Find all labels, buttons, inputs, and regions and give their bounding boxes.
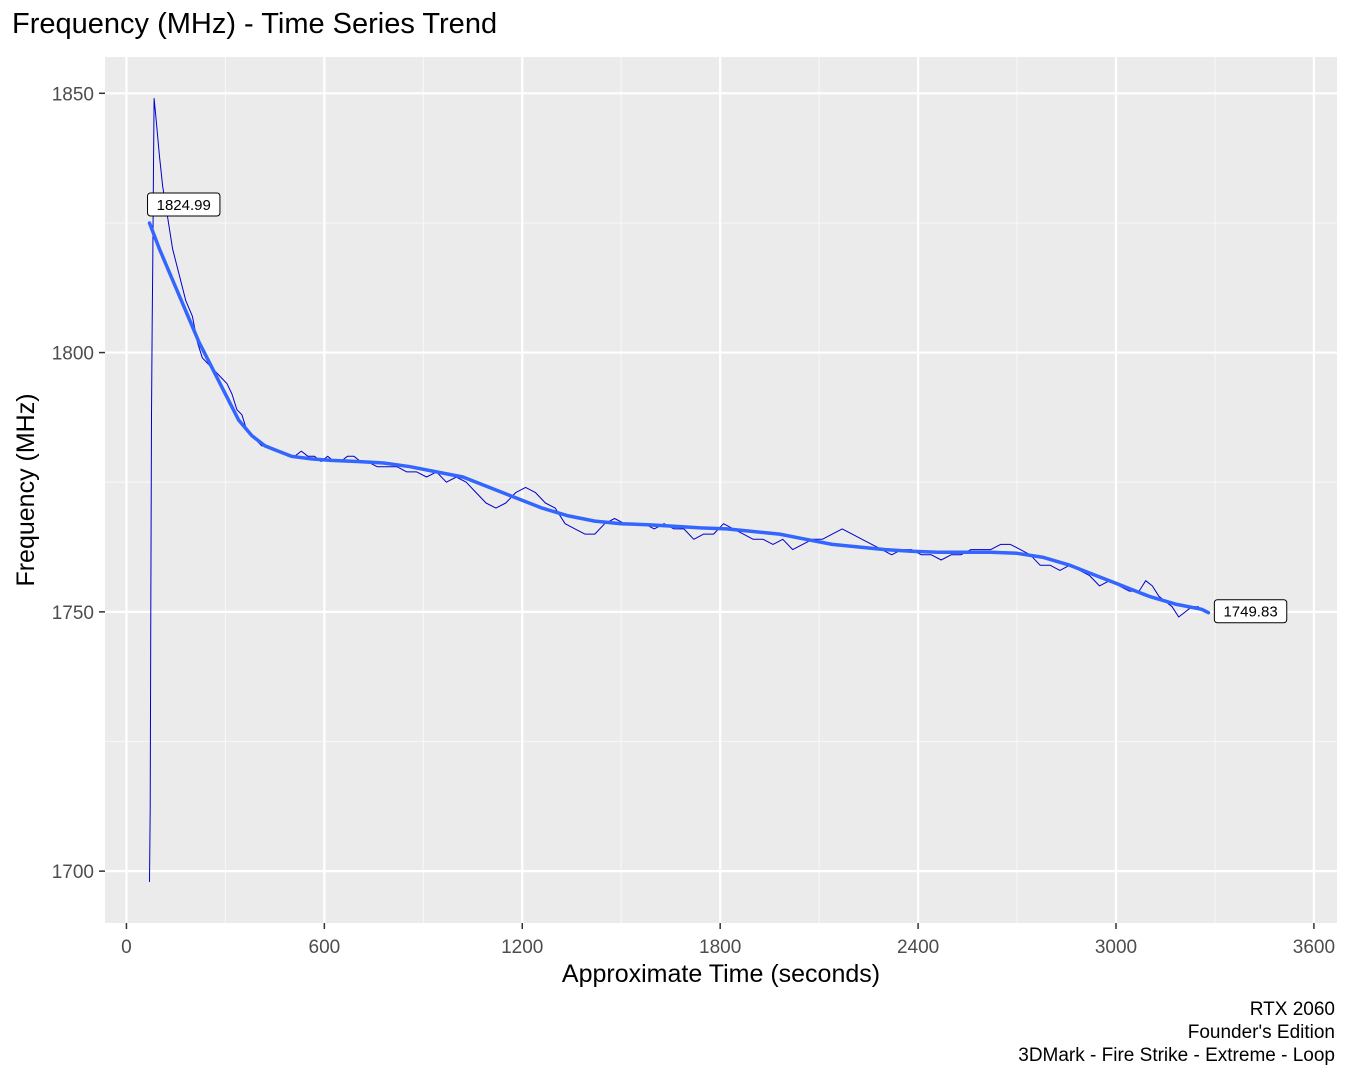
smooth-trend-line xyxy=(147,221,1211,615)
y-tick-label: 1700 xyxy=(52,862,94,883)
annotation-layer: 1824.99 1749.83 xyxy=(147,192,1288,624)
caption: RTX 2060 Founder's Edition 3DMark - Fire… xyxy=(1018,998,1335,1067)
x-axis-label: Approximate Time (seconds) xyxy=(562,960,880,988)
axis-layer: 0 600 1200 1800 2400 3000 3600 1700 1750 1800 1850 xyxy=(52,84,1335,958)
chart-title: Frequency (MHz) - Time Series Trend xyxy=(12,8,498,40)
x-tick-label: 3000 xyxy=(1095,937,1137,958)
y-tick-label: 1750 xyxy=(52,603,94,624)
grid-major xyxy=(105,57,1337,923)
x-tick-label: 0 xyxy=(121,937,132,958)
x-tick-label: 1800 xyxy=(699,937,741,958)
x-tick-label: 2400 xyxy=(897,937,939,958)
annotation-label: 1824.99 xyxy=(157,197,211,214)
raw-frequency-line xyxy=(149,98,1199,882)
annotation-box xyxy=(147,192,221,217)
x-tick-label: 3600 xyxy=(1293,937,1335,958)
x-tick-label: 1200 xyxy=(501,937,543,958)
annotation-box xyxy=(1213,599,1288,624)
y-tick-label: 1800 xyxy=(52,344,94,365)
x-tick-label: 600 xyxy=(309,937,341,958)
series-layer xyxy=(147,98,1211,882)
caption-line: 3DMark - Fire Strike - Extreme - Loop xyxy=(1018,1045,1335,1066)
annotation-label: 1749.83 xyxy=(1223,604,1277,621)
y-tick-label: 1850 xyxy=(52,84,94,105)
y-axis-label: Frequency (MHz) xyxy=(12,393,40,586)
caption-line: Founder's Edition xyxy=(1187,1022,1335,1043)
caption-line: RTX 2060 xyxy=(1249,999,1335,1020)
